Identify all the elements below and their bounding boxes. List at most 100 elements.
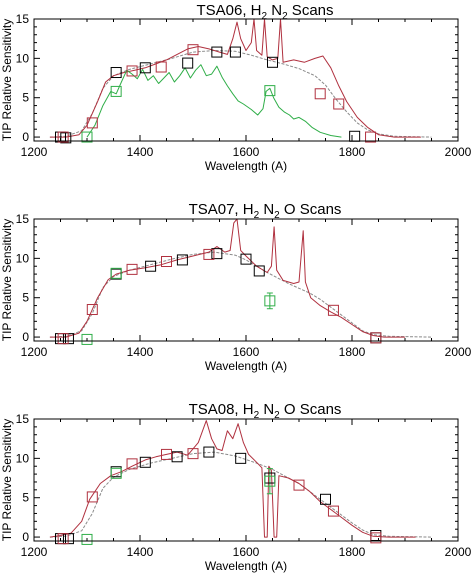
data-point-black — [203, 446, 215, 458]
data-point-red — [327, 505, 339, 517]
data-point-black — [229, 46, 241, 58]
data-point-black — [139, 456, 151, 468]
chart-panel-tsa06: TSA06, H2 N2 Scans 1200 1400 1600 1800 2000 0… — [0, 2, 472, 173]
data-point-black — [211, 248, 223, 260]
series-line-red — [49, 219, 405, 338]
data-point-green — [110, 467, 122, 479]
data-point-red — [187, 448, 199, 460]
data-point-red — [86, 491, 98, 503]
series-line-gray-dashed — [49, 251, 432, 338]
series-line-green — [86, 64, 342, 138]
plot-frame — [33, 218, 459, 342]
x-tick-label: 1800 — [339, 545, 366, 559]
y-tick-label: 15 — [16, 12, 30, 26]
data-point-red — [370, 332, 382, 344]
chart-title: TSA07, H2 N2 O Scans — [189, 201, 342, 221]
x-tick-label: 1400 — [127, 545, 154, 559]
data-point-green — [110, 267, 122, 279]
x-tick-label: 2000 — [445, 145, 472, 159]
x-axis-label: Wavelength (A) — [205, 159, 287, 173]
data-point-green — [264, 475, 276, 487]
data-point-green — [81, 333, 93, 345]
plot-frame — [33, 418, 459, 542]
chart-panel-tsa07: TSA07, H2 N2 O Scans 1200 1400 1600 1800 200… — [0, 201, 472, 373]
series-line-red — [49, 19, 421, 138]
y-tick-label: 5 — [22, 491, 29, 505]
y-tick-label: 15 — [16, 212, 30, 226]
data-point-red — [293, 479, 305, 491]
x-tick-label: 1800 — [339, 145, 366, 159]
data-point-black — [139, 62, 151, 74]
y-tick-label: 0 — [22, 530, 29, 544]
data-point-red — [333, 98, 345, 110]
data-point-black — [110, 67, 122, 79]
data-point-red — [370, 532, 382, 544]
data-point-red — [203, 248, 215, 260]
data-point-red — [327, 304, 339, 316]
data-point-black — [240, 253, 252, 265]
y-tick-label: 5 — [22, 291, 29, 305]
data-point-black — [171, 451, 183, 463]
data-point-red — [126, 458, 138, 470]
data-point-black — [182, 57, 194, 69]
y-tick-label: 0 — [22, 330, 29, 344]
x-tick-label: 1400 — [127, 145, 154, 159]
chart-panel-tsa08: TSA08, H2 N2 O Scans 1200 1400 1600 1800 200… — [0, 401, 472, 573]
data-point-red — [155, 61, 167, 73]
y-axis-label: TIP Relative Sensitivity — [0, 419, 14, 542]
chart-title: TSA08, H2 N2 O Scans — [189, 401, 342, 421]
x-tick-label: 2000 — [445, 345, 472, 359]
y-axis-label: TIP Relative Sensitivity — [0, 19, 14, 142]
data-point-red — [365, 131, 377, 143]
y-tick-label: 0 — [22, 130, 29, 144]
x-tick-label: 1200 — [21, 345, 48, 359]
y-tick-label: 10 — [16, 251, 30, 265]
data-point-black — [60, 132, 72, 144]
data-point-black — [320, 493, 331, 505]
y-tick-label: 15 — [16, 412, 30, 426]
data-point-green — [110, 85, 122, 97]
y-tick-label: 5 — [22, 91, 29, 105]
data-point-green — [81, 533, 93, 545]
x-axis-label: Wavelength (A) — [205, 359, 287, 373]
data-point-red — [161, 448, 172, 460]
series-line-red — [49, 420, 416, 538]
data-point-black — [267, 56, 278, 68]
x-tick-label: 1400 — [127, 345, 154, 359]
data-point-red — [57, 333, 69, 345]
data-point-black — [235, 452, 247, 464]
data-point-red — [57, 533, 69, 545]
y-tick-label: 10 — [16, 451, 30, 465]
data-point-red — [187, 44, 199, 56]
x-tick-label: 1600 — [233, 545, 260, 559]
plot-area — [49, 420, 432, 538]
data-point-green — [264, 295, 276, 307]
data-point-green — [81, 131, 93, 143]
data-point-red — [57, 131, 69, 143]
x-tick-label: 1200 — [21, 145, 48, 159]
data-point-red — [161, 256, 172, 268]
x-tick-label: 2000 — [445, 545, 472, 559]
series-line-gray-dashed — [49, 451, 432, 538]
series-line-gray-dashed — [49, 50, 432, 138]
y-tick-label: 10 — [16, 51, 30, 65]
x-tick-label: 1200 — [21, 545, 48, 559]
x-tick-label: 1800 — [339, 345, 366, 359]
data-point-black — [145, 260, 157, 272]
data-point-black — [349, 130, 361, 142]
data-point-red — [86, 304, 98, 316]
x-tick-label: 1600 — [233, 345, 260, 359]
data-point-red — [314, 88, 326, 100]
data-point-red — [126, 65, 138, 77]
data-point-black — [253, 265, 265, 277]
plot-area — [49, 19, 432, 138]
chart-title: TSA06, H2 N2 Scans — [196, 2, 333, 22]
plot-area — [49, 219, 432, 338]
data-point-red — [86, 117, 98, 129]
x-axis-label: Wavelength (A) — [205, 559, 287, 573]
y-axis-label: TIP Relative Sensitivity — [0, 219, 14, 342]
data-point-red — [126, 263, 138, 275]
data-point-green — [264, 85, 276, 97]
data-point-black — [211, 46, 223, 58]
